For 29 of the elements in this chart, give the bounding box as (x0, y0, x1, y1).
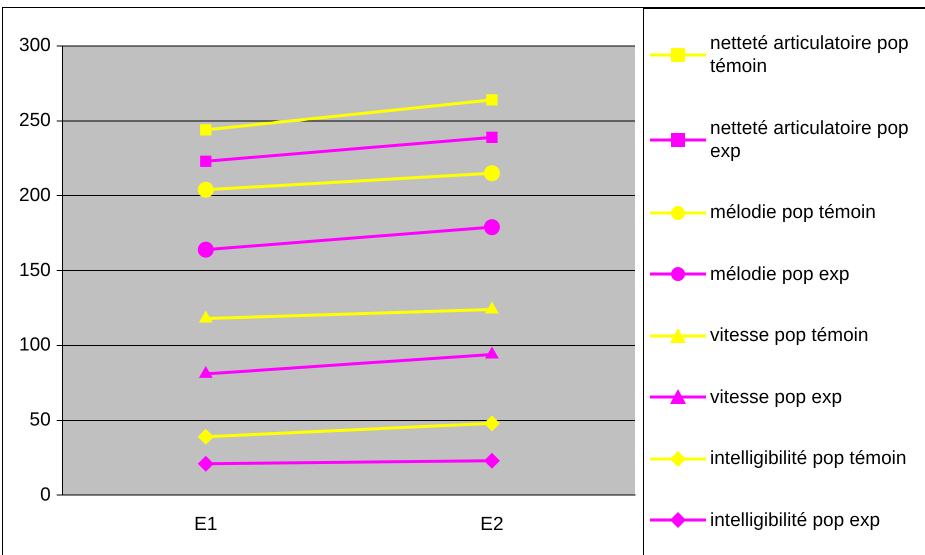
y-tick-label: 50 (30, 410, 51, 431)
legend-label: vitesse pop exp (710, 386, 842, 409)
legend-label: vitesse pop témoin (710, 324, 868, 348)
legend-label: intelligibilité pop témoin (710, 447, 906, 470)
point (486, 94, 498, 106)
legend-label: intelligibilité pop exp (710, 508, 880, 532)
point (484, 219, 500, 236)
point (198, 428, 214, 445)
legend-label: mélodie pop témoin (710, 201, 876, 224)
point (200, 124, 212, 136)
y-tick-label: 200 (19, 184, 51, 206)
point (484, 452, 500, 469)
legend-label: netteté articulatoire pop témoin (710, 32, 910, 78)
x-tick-label: E2 (480, 514, 504, 535)
point (198, 456, 214, 472)
legend-label: mélodie pop exp (710, 262, 850, 286)
point (198, 242, 214, 258)
point (200, 156, 212, 167)
point (484, 165, 500, 182)
y-tick-label: 250 (19, 110, 51, 132)
y-tick-label: 300 (19, 35, 51, 56)
point (486, 132, 498, 143)
y-tick-label: 150 (19, 260, 51, 281)
x-tick-label: E1 (194, 514, 218, 535)
y-tick-label: 0 (40, 484, 51, 506)
legend-label: netteté articulatoire pop exp (710, 116, 910, 163)
point (198, 182, 214, 198)
point (484, 415, 500, 432)
y-tick-label: 100 (19, 334, 51, 356)
